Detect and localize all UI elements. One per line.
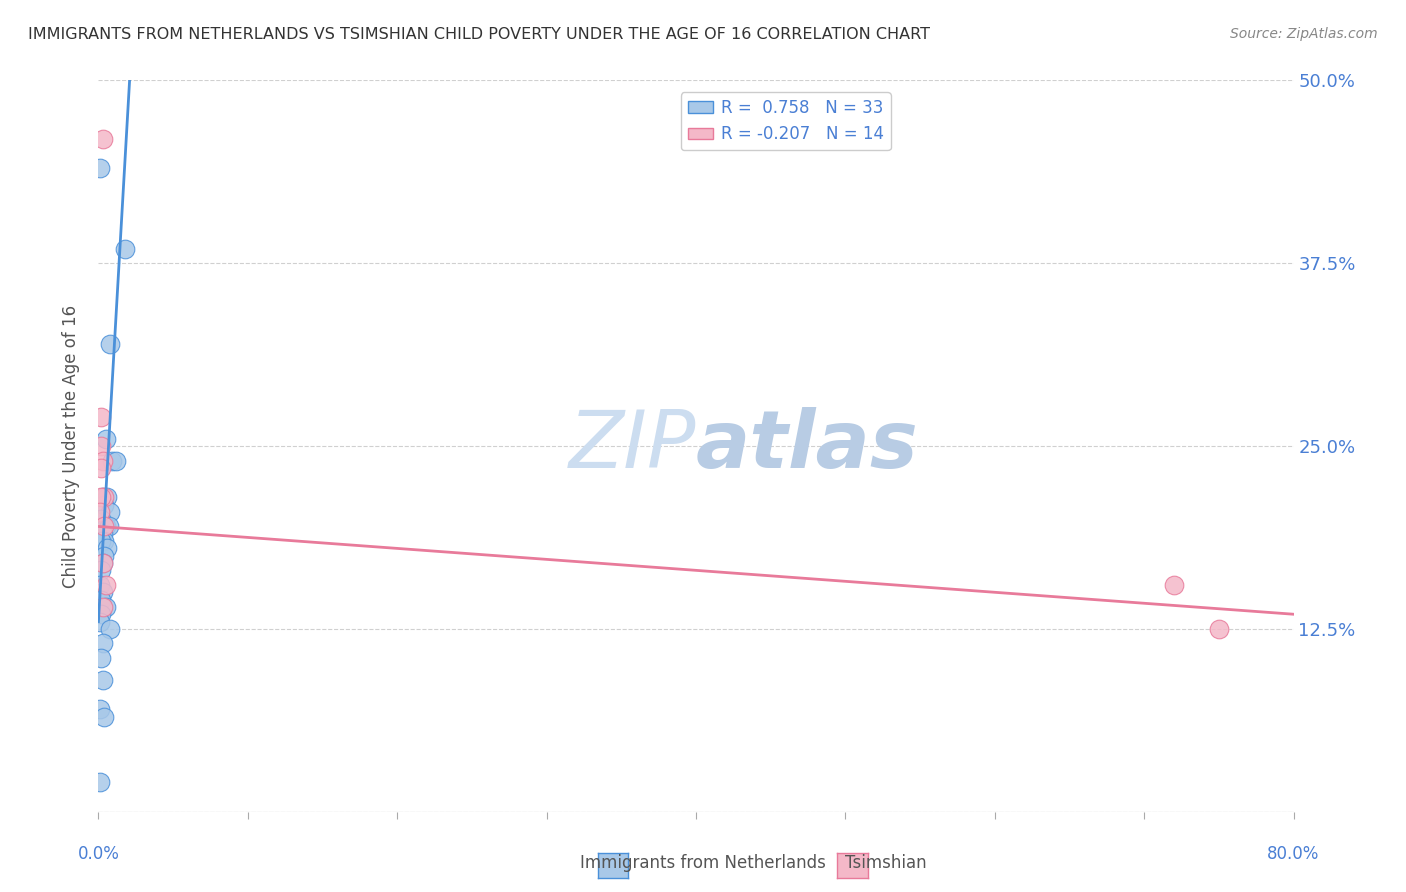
Text: IMMIGRANTS FROM NETHERLANDS VS TSIMSHIAN CHILD POVERTY UNDER THE AGE OF 16 CORRE: IMMIGRANTS FROM NETHERLANDS VS TSIMSHIAN… [28, 27, 931, 42]
Point [90, 490, 112, 504]
Point [90, 651, 112, 665]
Point [90, 534, 112, 549]
Point [93, 709, 115, 723]
Text: 0.0%: 0.0% [77, 845, 120, 863]
Point [1208, 622, 1230, 636]
Point [89, 775, 111, 789]
Point [94, 578, 117, 592]
Point [105, 453, 128, 467]
Text: Tsimshian: Tsimshian [845, 855, 927, 872]
Point [91, 526, 114, 541]
Point [93, 498, 115, 512]
Point [1163, 578, 1185, 592]
Point [94, 432, 117, 446]
Point [93, 519, 115, 533]
Point [98, 336, 122, 351]
Point [90, 563, 112, 577]
Point [89, 702, 111, 716]
Point [97, 519, 120, 533]
Point [90, 592, 112, 607]
Point [89, 578, 111, 592]
Point [96, 541, 118, 556]
Point [90, 439, 112, 453]
Point [90, 409, 112, 424]
Point [91, 453, 114, 467]
Point [114, 242, 136, 256]
Point [94, 519, 117, 533]
Point [101, 453, 124, 467]
Text: Immigrants from Netherlands: Immigrants from Netherlands [581, 855, 825, 872]
Point [89, 615, 111, 629]
Point [91, 599, 114, 614]
Text: ZIP: ZIP [568, 407, 696, 485]
Legend: R =  0.758   N = 33, R = -0.207   N = 14: R = 0.758 N = 33, R = -0.207 N = 14 [681, 92, 891, 150]
Point [96, 490, 118, 504]
Point [89, 505, 111, 519]
Point [91, 132, 114, 146]
Point [93, 549, 115, 563]
Point [94, 599, 117, 614]
Point [93, 534, 115, 549]
Point [91, 673, 114, 687]
Point [91, 556, 114, 570]
Point [91, 636, 114, 650]
Text: 80.0%: 80.0% [1267, 845, 1320, 863]
Y-axis label: Child Poverty Under the Age of 16: Child Poverty Under the Age of 16 [62, 304, 80, 588]
Point [91, 490, 114, 504]
Point [90, 461, 112, 475]
Point [91, 585, 114, 599]
Point [90, 512, 112, 526]
Text: atlas: atlas [696, 407, 918, 485]
Text: Source: ZipAtlas.com: Source: ZipAtlas.com [1230, 27, 1378, 41]
Point [91, 556, 114, 570]
Point [93, 490, 115, 504]
Point [98, 622, 122, 636]
Point [90, 607, 112, 622]
Point [98, 505, 122, 519]
Point [89, 161, 111, 175]
